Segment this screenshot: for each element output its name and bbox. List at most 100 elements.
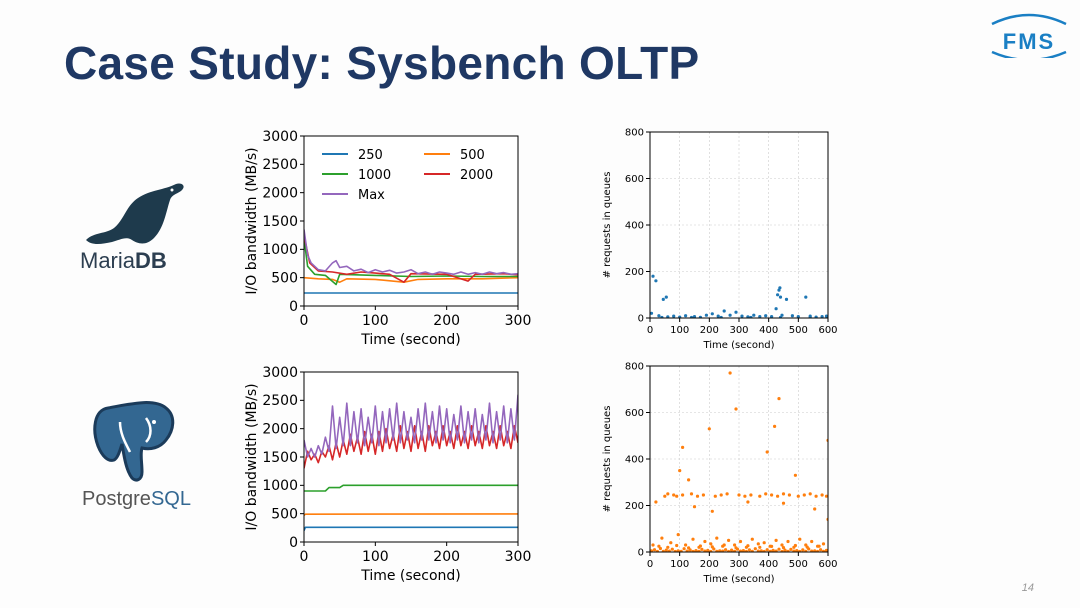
y-tick-label: 1000: [262, 242, 298, 258]
scatter-point: [707, 427, 711, 431]
y-tick-label: 0: [289, 299, 298, 315]
scatter-point: [703, 539, 707, 544]
scatter-point: [813, 507, 817, 511]
scatter-point: [672, 493, 676, 497]
scatter-point: [821, 542, 826, 546]
scatter-point: [727, 538, 731, 542]
y-tick-label: 2500: [262, 393, 298, 409]
scatter-point: [689, 315, 694, 318]
postgresql-name-part1: Postgre: [82, 488, 151, 510]
scatter-point: [824, 314, 828, 318]
legend-label: Max: [358, 188, 385, 203]
scatter-point: [781, 501, 786, 505]
scatter-point: [804, 295, 808, 299]
fms-logo-arc-bottom: [991, 50, 1067, 58]
scatter-point: [684, 543, 688, 547]
scatter-point: [765, 548, 769, 552]
series-line-2000: [304, 425, 518, 469]
scatter-point: [738, 549, 743, 552]
scatter-point: [780, 543, 784, 547]
x-tick-label: 0: [647, 325, 653, 336]
scatter-point: [737, 493, 741, 497]
scatter-point: [820, 315, 824, 318]
scatter-point: [824, 494, 828, 498]
scatter-point: [660, 536, 664, 540]
scatter-point: [768, 549, 772, 552]
scatter-point: [758, 315, 762, 318]
scatter-point: [678, 315, 682, 318]
scatter-point: [750, 549, 754, 552]
x-axis-label: Time (second): [360, 568, 461, 584]
scatter-point: [753, 547, 757, 551]
scatter-point: [651, 274, 655, 278]
scatter-point: [682, 547, 686, 551]
scatter-point: [798, 549, 802, 552]
scatter-point: [676, 533, 680, 537]
scatter-point: [722, 543, 726, 547]
scatter-point: [652, 548, 657, 552]
legend-label: 500: [460, 148, 485, 163]
legend-label: 1000: [358, 168, 391, 183]
scatter-point: [802, 493, 806, 497]
scatter-point: [734, 407, 738, 411]
scatter-point: [722, 309, 726, 313]
x-tick-label: 300: [729, 559, 748, 570]
scatter-point: [778, 286, 782, 290]
scatter-point: [770, 315, 774, 318]
scatter-point: [771, 548, 775, 552]
x-tick-label: 300: [505, 313, 532, 329]
scatter-point: [810, 539, 814, 544]
scatter-point: [820, 493, 824, 497]
scatter-point: [654, 500, 658, 504]
y-tick-label: 2000: [262, 186, 298, 202]
y-tick-label: 200: [625, 501, 644, 512]
scatter-point: [667, 549, 671, 552]
y-tick-label: 1500: [262, 450, 298, 466]
scatter-point: [747, 548, 751, 552]
scatter-point: [796, 494, 800, 498]
scatter-point: [801, 548, 805, 552]
postgresql-logo: PostgreSQL: [80, 400, 200, 515]
scatter-point: [814, 494, 818, 498]
scatter-point: [758, 494, 762, 498]
y-tick-label: 1500: [262, 214, 298, 230]
scatter-point: [733, 543, 737, 547]
scatter-point: [692, 315, 697, 318]
scatter-point: [756, 549, 760, 552]
y-tick-label: 800: [625, 128, 644, 139]
scatter-point: [808, 315, 812, 318]
y-tick-label: 200: [625, 267, 644, 278]
plot-area: [304, 372, 518, 542]
scatter-point: [750, 537, 754, 541]
scatter-point: [655, 549, 659, 552]
mariadb-logo: MariaDB: [80, 178, 190, 278]
x-axis-label: Time (second): [702, 574, 774, 585]
scatter-point: [700, 547, 704, 551]
scatter-point: [689, 492, 694, 496]
scatter-point: [776, 494, 780, 498]
slide-title: Case Study: Sysbench OLTP: [64, 37, 700, 89]
mariadb-logo-text: MariaDB: [80, 248, 167, 274]
scatter-point: [814, 315, 818, 318]
scatter-point: [651, 543, 655, 547]
scatter-point: [728, 371, 732, 375]
y-tick-label: 3000: [262, 129, 298, 145]
scatter-point: [710, 545, 714, 549]
postgresql-queue-chart: 0 100 200 300 400 500 600 0 200 400 600 800 Time (se…: [602, 362, 838, 586]
scatter-point: [675, 543, 679, 548]
x-axis-label: Time (second): [360, 332, 461, 348]
scatter-point: [740, 314, 744, 318]
scatter-point: [749, 315, 753, 318]
x-tick-label: 200: [433, 549, 460, 565]
y-tick-label: 500: [271, 271, 298, 287]
series-line-1000: [304, 484, 518, 492]
scatter-point: [685, 549, 689, 552]
scatter-point: [778, 315, 783, 318]
scatter-point: [817, 544, 821, 548]
scatter-point: [805, 545, 809, 549]
y-tick-label: 500: [271, 507, 298, 523]
scatter-point: [792, 549, 796, 552]
scatter-point: [650, 311, 654, 315]
scatter-point: [698, 315, 702, 318]
scatter-point: [678, 469, 682, 473]
